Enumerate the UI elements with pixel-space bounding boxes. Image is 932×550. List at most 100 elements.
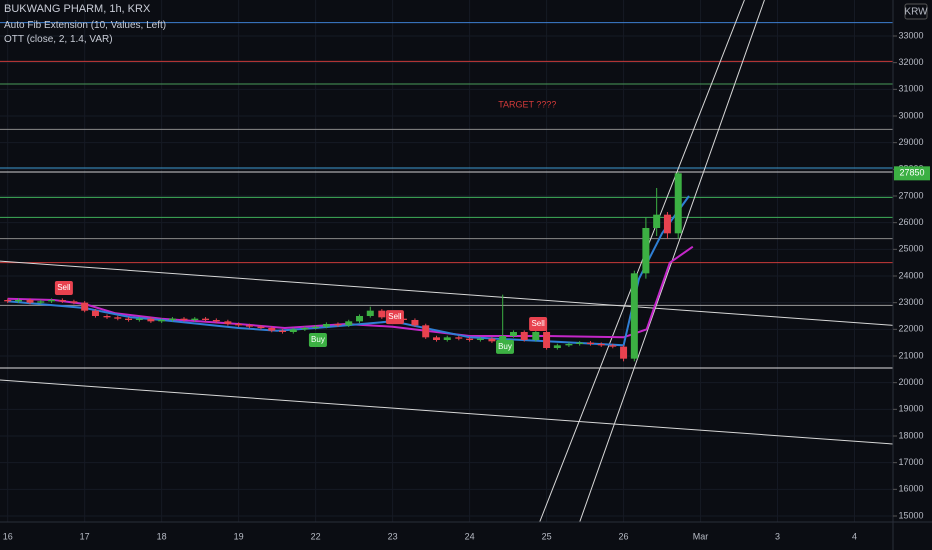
- candle-body: [411, 320, 419, 326]
- candle-body: [653, 214, 661, 228]
- candle-body: [14, 300, 22, 302]
- candle-body: [4, 300, 12, 302]
- signal-badge: [385, 310, 404, 325]
- candle-body: [334, 324, 342, 326]
- candle-body: [674, 173, 682, 234]
- y-tick-label: 25000: [898, 244, 923, 254]
- y-tick-label: 22000: [898, 324, 923, 334]
- x-tick-label: 22: [311, 531, 321, 541]
- candle-body: [37, 301, 45, 303]
- y-tick-label: 30000: [898, 110, 923, 120]
- y-tick-label: 24000: [898, 270, 923, 280]
- y-tick-label: 31000: [898, 84, 923, 94]
- x-tick-label: Mar: [693, 531, 709, 541]
- signal-badge: [529, 317, 548, 331]
- candle-body: [26, 300, 34, 303]
- y-tick-label: 32000: [898, 57, 923, 67]
- candle-body: [630, 273, 638, 359]
- y-tick-label: 26000: [898, 217, 923, 227]
- candle-body: [576, 342, 584, 344]
- x-tick-label: 3: [775, 531, 780, 541]
- candle-body: [191, 318, 199, 320]
- x-tick-label: 19: [234, 531, 244, 541]
- y-tick-label: 23000: [898, 297, 923, 307]
- candle-body: [58, 300, 66, 302]
- candle-body: [663, 214, 671, 234]
- signal-badge: [308, 333, 327, 347]
- annotation: TARGET ????: [498, 100, 556, 110]
- candle-body: [103, 316, 111, 318]
- candle-body: [279, 330, 287, 332]
- currency: KRW: [904, 7, 928, 18]
- candle-body: [48, 300, 56, 302]
- candle-body: [301, 328, 309, 330]
- candle-body: [91, 310, 99, 316]
- signal-label: Buy: [311, 335, 325, 344]
- signal-label: Buy: [498, 342, 512, 351]
- y-tick-label: 27000: [898, 190, 923, 200]
- candle-body: [147, 318, 155, 322]
- y-tick-label: 29000: [898, 137, 923, 147]
- candle-body: [532, 332, 540, 340]
- trend-line: [539, 0, 745, 522]
- candle-body: [135, 318, 143, 320]
- candle-body: [70, 301, 78, 303]
- y-tick-label: 21000: [898, 350, 923, 360]
- signal-label: Sell: [388, 312, 402, 321]
- indicator-label: OTT (close, 2, 1.4, VAR): [4, 34, 113, 45]
- candle-body: [158, 320, 166, 322]
- candle-body: [168, 318, 176, 320]
- candle-body: [609, 345, 617, 347]
- candle-body: [455, 337, 463, 339]
- y-tick-label: 20000: [898, 377, 923, 387]
- candle-body: [543, 332, 551, 348]
- trend-line: [0, 260, 893, 326]
- signal-label: Sell: [57, 283, 71, 292]
- indicator-label: Auto Fib Extension (10, Values, Left): [4, 20, 167, 31]
- candle-body: [289, 329, 297, 332]
- candle-body: [345, 321, 353, 326]
- candle-body: [432, 337, 440, 340]
- candle-body: [642, 228, 650, 274]
- candle-body: [488, 338, 496, 342]
- candle-body: [476, 338, 484, 340]
- trend-line: [0, 379, 893, 445]
- last-price-label: 27850: [899, 168, 924, 178]
- y-tick-label: 19000: [898, 404, 923, 414]
- candle-body: [202, 318, 210, 320]
- candle-body: [620, 346, 628, 359]
- y-tick-label: 33000: [898, 30, 923, 40]
- candle-body: [443, 337, 451, 340]
- candle-body: [499, 336, 507, 342]
- signal-badge: [54, 281, 73, 295]
- candle-body: [235, 324, 243, 326]
- currency-box[interactable]: [904, 3, 928, 20]
- candle-body: [322, 324, 330, 327]
- x-tick-label: 16: [3, 531, 13, 541]
- candle-body: [378, 310, 386, 318]
- signal-badge: [496, 339, 515, 354]
- candle-body: [586, 342, 594, 344]
- candle-body: [114, 317, 122, 319]
- x-tick-label: 18: [157, 531, 167, 541]
- x-tick-label: 23: [388, 531, 398, 541]
- candle-body: [520, 332, 528, 340]
- candle-body: [125, 318, 133, 320]
- y-tick-label: 16000: [898, 484, 923, 494]
- last-price-tag: [894, 166, 930, 181]
- candle-body: [180, 318, 188, 320]
- candle-body: [245, 325, 253, 327]
- candle-body: [81, 302, 89, 311]
- candle-body: [366, 310, 374, 316]
- y-tick-label: 18000: [898, 430, 923, 440]
- candle-body: [509, 332, 517, 336]
- y-tick-label: 15000: [898, 510, 923, 520]
- candle-body: [466, 338, 474, 340]
- x-tick-label: 17: [80, 531, 90, 541]
- candle-body: [422, 325, 430, 338]
- candle-body: [268, 328, 276, 331]
- signal-label: Sell: [531, 319, 545, 328]
- candle-body: [597, 344, 605, 346]
